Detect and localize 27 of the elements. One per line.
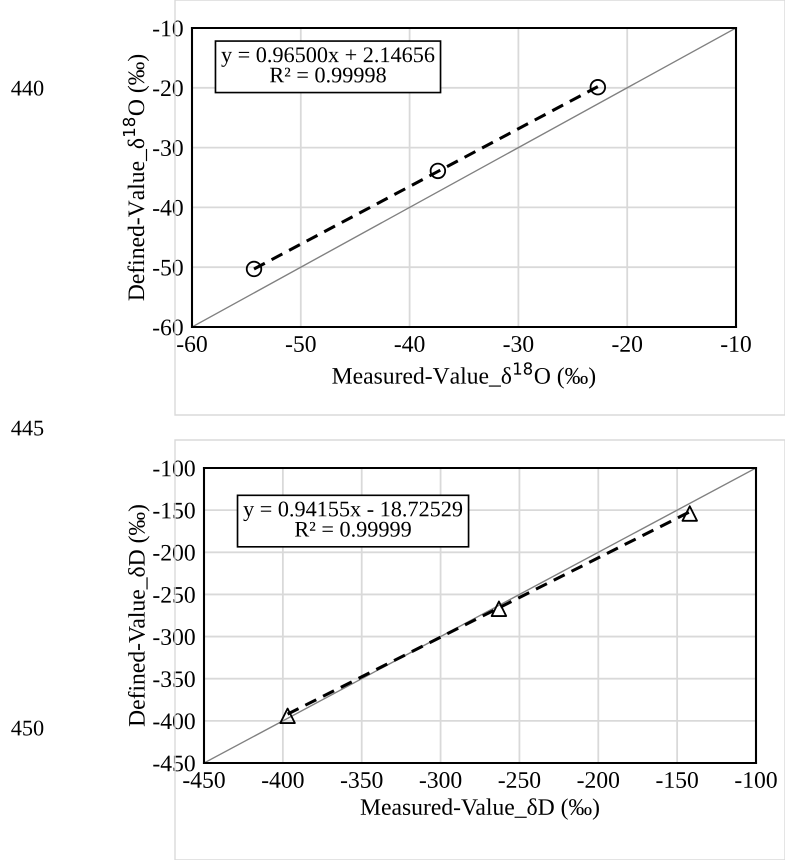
annotation: y = 0.94155x - 18.72529 R² = 0.99999 — [243, 502, 462, 537]
y-axis-title: Defined-Value_δD (‰) — [128, 505, 150, 726]
y-tick-label: -150 — [153, 502, 195, 519]
x-axis-title: Measured-Value_δ$^{18}$O (‰) — [332, 362, 596, 389]
text: 450 — [11, 720, 44, 736]
x-tick-label: -450 — [183, 772, 225, 788]
y-axis-title: Defined-Value_δ$^{18}$O (‰) — [122, 54, 150, 301]
y-tick-label: -250 — [153, 586, 195, 603]
x-tick-label: -30 — [504, 336, 534, 352]
x-tick-label: -400 — [262, 772, 304, 788]
x-tick-label: -100 — [735, 772, 777, 788]
x-axis-title: Measured-Value_δD (‰) — [360, 798, 599, 820]
x-tick-label: -250 — [498, 772, 540, 788]
x-tick-label: -150 — [656, 772, 698, 788]
text: 445 — [11, 420, 44, 436]
x-tick-label: -200 — [578, 772, 620, 788]
x-tick-label: -20 — [612, 336, 642, 352]
x-tick-label: -60 — [177, 336, 207, 352]
y-tick-label: -350 — [153, 671, 195, 688]
annotation: y = 0.96500x + 2.14656 R² = 0.99998 — [221, 47, 434, 83]
x-tick-label: -10 — [721, 336, 751, 352]
x-tick-label: -350 — [340, 772, 382, 788]
x-tick-label: -40 — [394, 336, 424, 352]
x-tick-label: -300 — [420, 772, 462, 788]
x-tick-label: -50 — [286, 336, 316, 352]
y-tick-label: -450 — [153, 755, 195, 772]
text: 440 — [11, 80, 44, 96]
